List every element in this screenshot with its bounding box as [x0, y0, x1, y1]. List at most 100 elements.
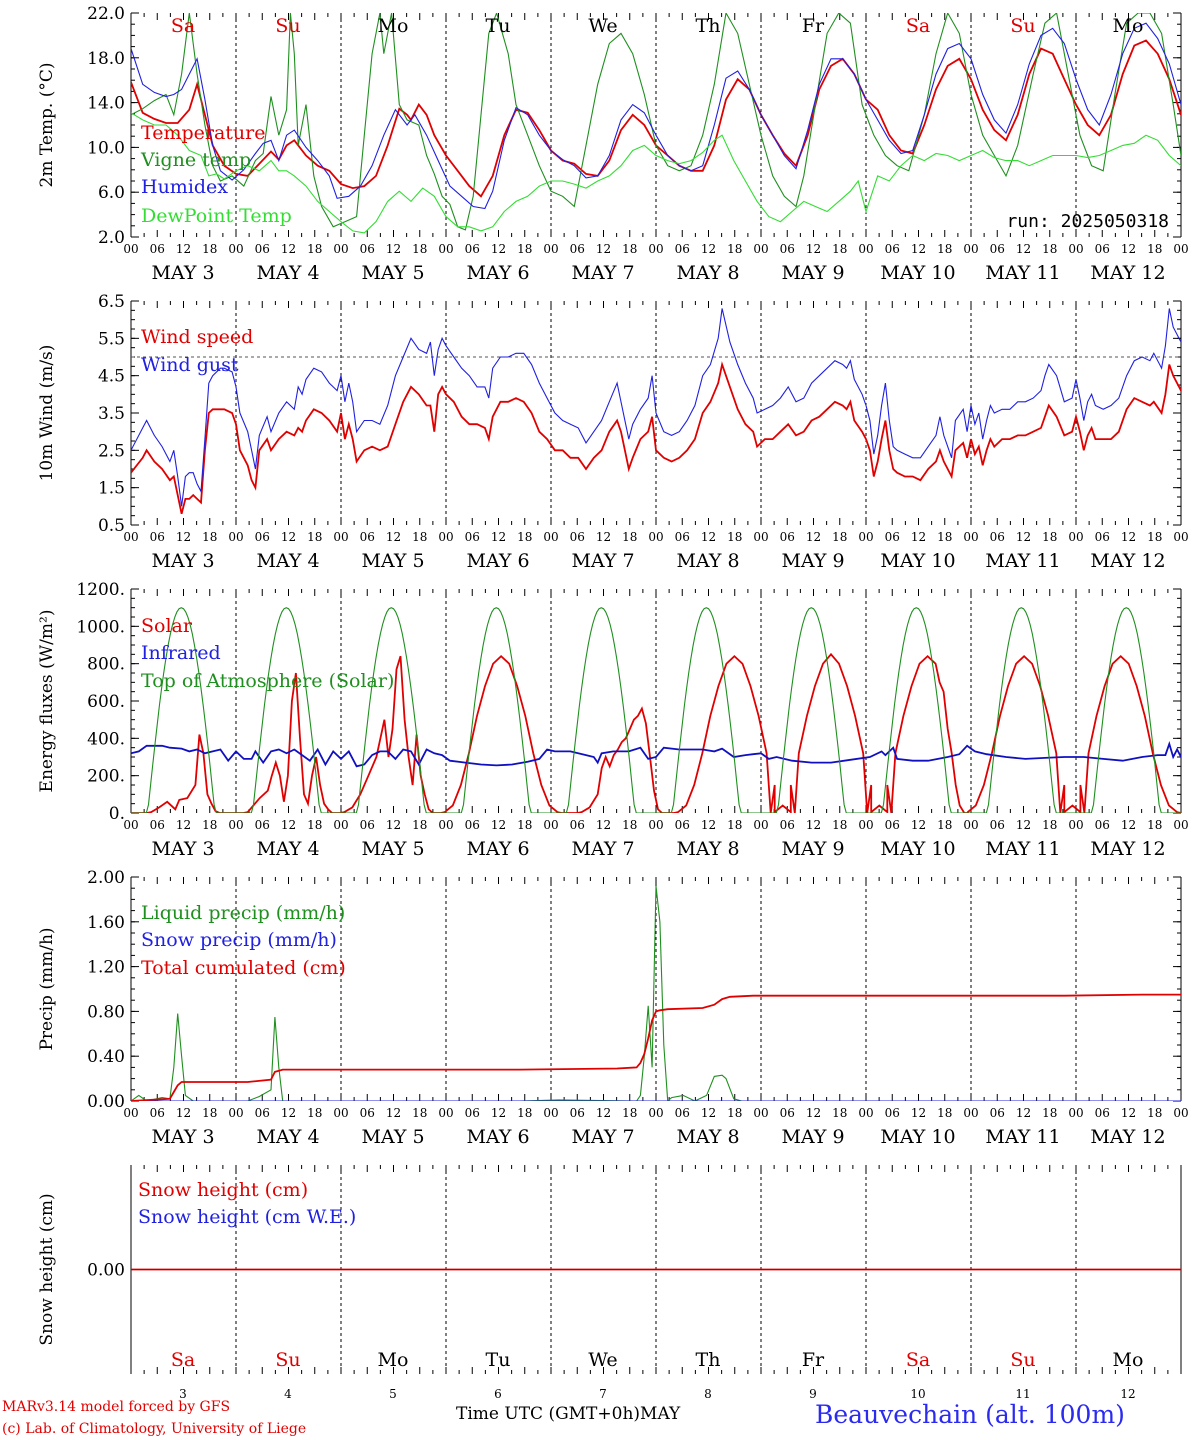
day-number-label: 5 — [389, 1387, 397, 1401]
weekday-label-bottom: Su — [1010, 1349, 1035, 1371]
day-date-label: MAY 10 — [880, 262, 955, 284]
y-tick-label: 400. — [87, 729, 125, 749]
hour-tick-label: 12 — [176, 530, 191, 544]
y-tick-label: 18.0 — [87, 49, 125, 69]
day-date-label: MAY 3 — [151, 550, 214, 572]
day-date-label: MAY 4 — [256, 262, 319, 284]
hour-tick-label: 12 — [491, 242, 506, 256]
legend-entry: Snow height (cm) — [138, 1179, 308, 1201]
day-date-label: MAY 11 — [985, 262, 1060, 284]
hour-tick-label: 12 — [1016, 242, 1031, 256]
x-axis-month: MAY — [640, 1404, 681, 1424]
hour-tick-label: 06 — [885, 818, 900, 832]
hour-tick-label: 12 — [281, 818, 296, 832]
hour-tick-label: 00 — [753, 818, 768, 832]
y-tick-label: 800. — [87, 655, 125, 675]
hour-tick-label: 06 — [255, 242, 270, 256]
series-line-vigne-temp — [131, 13, 1181, 231]
day-date-label: MAY 3 — [151, 838, 214, 860]
hour-tick-label: 18 — [1042, 530, 1057, 544]
hour-tick-label: 06 — [1095, 530, 1110, 544]
hour-tick-label: 12 — [1121, 530, 1136, 544]
hour-tick-label: 00 — [438, 530, 453, 544]
weekday-label-top: Su — [1010, 15, 1035, 37]
hour-tick-label: 06 — [570, 818, 585, 832]
credit-line-2: (c) Lab. of Climatology, University of L… — [2, 1421, 307, 1437]
day-date-label: MAY 12 — [1090, 262, 1165, 284]
y-axis-label: Energy fluxes (W/m²) — [37, 610, 57, 793]
weekday-label-top: Sa — [906, 15, 930, 37]
day-date-label: MAY 5 — [361, 1126, 424, 1148]
hour-tick-label: 00 — [438, 242, 453, 256]
weekday-label-top: Tu — [486, 15, 511, 37]
y-tick-label: 3.5 — [98, 404, 125, 424]
hour-tick-label: 06 — [255, 1106, 270, 1120]
hour-tick-label: 00 — [648, 818, 663, 832]
weekday-label-top: Sa — [171, 15, 195, 37]
hour-tick-label: 18 — [622, 1106, 637, 1120]
hour-tick-label: 00 — [1068, 1106, 1083, 1120]
hour-tick-label: 00 — [963, 530, 978, 544]
weekday-label-bottom: Sa — [171, 1349, 195, 1371]
day-date-label: MAY 3 — [151, 262, 214, 284]
hour-tick-label: 06 — [570, 1106, 585, 1120]
day-number-label: 7 — [599, 1387, 607, 1401]
hour-tick-label: 12 — [176, 1106, 191, 1120]
series-line-liquid-precip-mm-h- — [131, 885, 1181, 1101]
weekday-label-bottom: Sa — [906, 1349, 930, 1371]
hour-tick-label: 00 — [543, 818, 558, 832]
hour-tick-label: 12 — [176, 818, 191, 832]
hour-tick-label: 06 — [675, 530, 690, 544]
hour-tick-label: 12 — [911, 242, 926, 256]
day-date-label: MAY 5 — [361, 838, 424, 860]
hour-tick-label: 00 — [858, 1106, 873, 1120]
hour-tick-label: 18 — [412, 530, 427, 544]
hour-tick-label: 00 — [333, 818, 348, 832]
hour-tick-label: 18 — [202, 530, 217, 544]
hour-tick-label: 06 — [150, 530, 165, 544]
day-date-label: MAY 9 — [781, 550, 844, 572]
hour-tick-label: 18 — [622, 242, 637, 256]
y-tick-label: 2.00 — [87, 868, 125, 888]
hour-tick-label: 00 — [753, 530, 768, 544]
hour-tick-label: 18 — [727, 818, 742, 832]
weekday-label-top: Th — [696, 15, 721, 37]
hour-tick-label: 00 — [963, 818, 978, 832]
legend-entry: Snow precip (mm/h) — [141, 929, 337, 951]
hour-tick-label: 00 — [648, 242, 663, 256]
hour-tick-label: 00 — [753, 1106, 768, 1120]
hour-tick-label: 12 — [491, 818, 506, 832]
day-date-label: MAY 10 — [880, 838, 955, 860]
day-number-label: 10 — [910, 1387, 925, 1401]
day-date-label: MAY 4 — [256, 550, 319, 572]
hour-tick-label: 18 — [1042, 1106, 1057, 1120]
y-axis-label: 10m Wind (m/s) — [37, 345, 57, 482]
hour-tick-label: 06 — [255, 530, 270, 544]
weekday-label-bottom: Su — [275, 1349, 300, 1371]
hour-tick-label: 12 — [1016, 1106, 1031, 1120]
hour-tick-label: 12 — [701, 818, 716, 832]
hour-tick-label: 06 — [465, 242, 480, 256]
hour-tick-label: 06 — [990, 242, 1005, 256]
day-date-label: MAY 6 — [466, 838, 529, 860]
hour-tick-label: 18 — [202, 242, 217, 256]
hour-tick-label: 00 — [648, 530, 663, 544]
legend-entry: Top of Atmosphere (Solar) — [141, 670, 394, 692]
day-date-label: MAY 11 — [985, 550, 1060, 572]
day-number-label: 8 — [704, 1387, 712, 1401]
hour-tick-label: 18 — [622, 530, 637, 544]
day-date-label: MAY 3 — [151, 1126, 214, 1148]
y-tick-label: 0.40 — [87, 1047, 125, 1067]
hour-tick-label: 18 — [1147, 818, 1162, 832]
hour-tick-label: 12 — [596, 530, 611, 544]
hour-tick-label: 18 — [832, 242, 847, 256]
legend-entry: Solar — [141, 615, 193, 637]
hour-tick-label: 18 — [832, 530, 847, 544]
legend-entry: Wind speed — [141, 326, 253, 348]
hour-tick-label: 00 — [648, 1106, 663, 1120]
y-tick-label: 2.0 — [98, 228, 125, 248]
hour-tick-label: 12 — [1121, 1106, 1136, 1120]
day-date-label: MAY 5 — [361, 550, 424, 572]
hour-tick-label: 12 — [386, 530, 401, 544]
